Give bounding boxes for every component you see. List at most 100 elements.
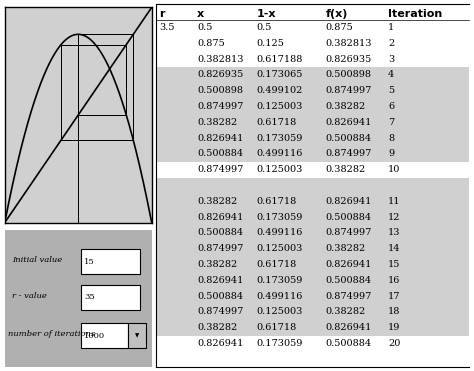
Text: 0.38282: 0.38282 xyxy=(325,165,365,174)
Text: 20: 20 xyxy=(388,339,401,348)
Text: 13: 13 xyxy=(388,229,401,237)
Text: 0.500898: 0.500898 xyxy=(325,70,371,79)
Text: 0.874997: 0.874997 xyxy=(197,102,244,111)
Text: 19: 19 xyxy=(388,323,401,332)
Text: number of iterations: number of iterations xyxy=(8,330,95,338)
Bar xyxy=(156,304,469,320)
Bar xyxy=(156,67,469,83)
FancyBboxPatch shape xyxy=(128,324,146,348)
Text: 18: 18 xyxy=(388,308,401,316)
Text: r - value: r - value xyxy=(12,292,47,300)
Text: 0.173059: 0.173059 xyxy=(256,339,303,348)
Text: 0.874997: 0.874997 xyxy=(325,229,372,237)
Text: 0.874997: 0.874997 xyxy=(197,244,244,253)
Text: 0.125003: 0.125003 xyxy=(256,308,303,316)
Text: 0.125003: 0.125003 xyxy=(256,244,303,253)
FancyBboxPatch shape xyxy=(81,285,140,310)
Text: 4: 4 xyxy=(388,70,394,79)
Text: ▼: ▼ xyxy=(135,333,139,338)
Text: 16: 16 xyxy=(388,276,401,285)
Text: 0.875: 0.875 xyxy=(197,39,225,48)
Bar xyxy=(156,193,469,209)
Text: 0.499102: 0.499102 xyxy=(256,86,303,95)
Text: f(x): f(x) xyxy=(325,9,348,19)
Text: 0.826941: 0.826941 xyxy=(197,276,244,285)
Text: 0.826935: 0.826935 xyxy=(325,55,372,63)
Text: 0.500884: 0.500884 xyxy=(325,339,372,348)
Text: 0.173065: 0.173065 xyxy=(256,70,303,79)
Text: 0.826941: 0.826941 xyxy=(197,213,244,221)
Text: 0.500884: 0.500884 xyxy=(197,292,243,301)
Text: 11: 11 xyxy=(388,197,401,206)
Text: 0.38282: 0.38282 xyxy=(325,102,365,111)
Text: 0.125: 0.125 xyxy=(256,39,284,48)
Bar xyxy=(156,130,469,146)
Text: 0.500884: 0.500884 xyxy=(325,213,372,221)
Bar xyxy=(156,225,469,241)
Text: Initial value: Initial value xyxy=(12,256,63,264)
Text: 0.500884: 0.500884 xyxy=(325,276,372,285)
Text: r: r xyxy=(160,9,165,19)
Text: 0.617188: 0.617188 xyxy=(256,55,303,63)
Text: 14: 14 xyxy=(388,244,401,253)
Text: 0.500898: 0.500898 xyxy=(197,86,243,95)
Text: 12: 12 xyxy=(388,213,401,221)
Text: 15: 15 xyxy=(388,260,401,269)
Text: 9: 9 xyxy=(388,150,394,158)
Text: 0.499116: 0.499116 xyxy=(256,150,303,158)
Text: 1000: 1000 xyxy=(84,332,105,340)
Text: 0.61718: 0.61718 xyxy=(256,197,297,206)
Text: 0.382813: 0.382813 xyxy=(325,39,372,48)
Text: 0.826935: 0.826935 xyxy=(197,70,243,79)
Bar xyxy=(156,272,469,288)
Text: 0.826941: 0.826941 xyxy=(325,323,372,332)
FancyBboxPatch shape xyxy=(81,249,140,274)
Text: 0.382813: 0.382813 xyxy=(197,55,244,63)
Text: Iteration: Iteration xyxy=(388,9,442,19)
Text: 0.173059: 0.173059 xyxy=(256,276,303,285)
Text: 0.61718: 0.61718 xyxy=(256,260,297,269)
Text: 7: 7 xyxy=(388,118,394,127)
Text: 3.5: 3.5 xyxy=(160,23,175,32)
Text: 0.125003: 0.125003 xyxy=(256,102,303,111)
Text: 0.61718: 0.61718 xyxy=(256,323,297,332)
Text: 0.173059: 0.173059 xyxy=(256,134,303,142)
Bar xyxy=(156,178,469,193)
Text: 0.38282: 0.38282 xyxy=(325,244,365,253)
Text: 0.499116: 0.499116 xyxy=(256,292,303,301)
Text: 0.61718: 0.61718 xyxy=(256,118,297,127)
Text: 0.874997: 0.874997 xyxy=(325,150,372,158)
FancyBboxPatch shape xyxy=(81,324,128,348)
Text: 0.874997: 0.874997 xyxy=(325,86,372,95)
Text: 0.500884: 0.500884 xyxy=(197,150,243,158)
Text: 35: 35 xyxy=(84,293,95,301)
Text: 0.173059: 0.173059 xyxy=(256,213,303,221)
Text: 8: 8 xyxy=(388,134,394,142)
Text: 3: 3 xyxy=(388,55,394,63)
Bar xyxy=(156,146,469,162)
Text: 0.125003: 0.125003 xyxy=(256,165,303,174)
Text: 0.826941: 0.826941 xyxy=(197,134,244,142)
Text: 0.38282: 0.38282 xyxy=(325,308,365,316)
Text: 0.38282: 0.38282 xyxy=(197,260,237,269)
Bar xyxy=(156,209,469,225)
Text: 0.499116: 0.499116 xyxy=(256,229,303,237)
Text: 0.874997: 0.874997 xyxy=(197,165,244,174)
Bar xyxy=(156,99,469,114)
Text: 5: 5 xyxy=(388,86,394,95)
Bar xyxy=(156,114,469,130)
Bar xyxy=(156,241,469,257)
Bar xyxy=(156,288,469,304)
Text: 0.874997: 0.874997 xyxy=(325,292,372,301)
Text: 0.826941: 0.826941 xyxy=(325,197,372,206)
Text: 1: 1 xyxy=(388,23,394,32)
Text: 17: 17 xyxy=(388,292,401,301)
Text: 0.826941: 0.826941 xyxy=(197,339,244,348)
Text: 0.875: 0.875 xyxy=(325,23,353,32)
Text: 15: 15 xyxy=(84,257,95,266)
Text: 6: 6 xyxy=(388,102,394,111)
Text: 1-x: 1-x xyxy=(256,9,276,19)
Text: 0.38282: 0.38282 xyxy=(197,197,237,206)
Text: 0.874997: 0.874997 xyxy=(197,308,244,316)
Text: 10: 10 xyxy=(388,165,401,174)
